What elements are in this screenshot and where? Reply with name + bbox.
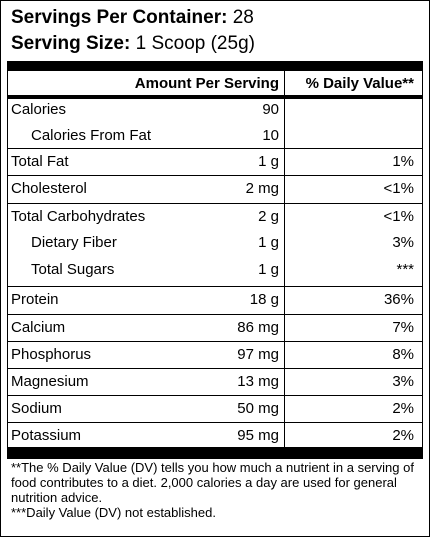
nutrient-daily-value: 2% (392, 400, 414, 417)
not-established-footnote: ***Daily Value (DV) not established. (11, 505, 216, 520)
nutrient-daily-value: 3% (392, 234, 414, 251)
nutrient-name: Phosphorus (11, 346, 92, 363)
nutrient-name: Total Fat (11, 153, 69, 170)
table-row: Calcium 86 mg 7% (8, 314, 422, 341)
nutrient-amount: 1 g (258, 153, 279, 170)
nutrient-name: Calcium (11, 319, 66, 336)
servings-value: 28 (232, 7, 254, 28)
amount-column-divider (284, 71, 285, 447)
table-row: Calories 90 (8, 97, 422, 123)
serving-size-label: Serving Size: (11, 33, 131, 54)
nutrient-daily-value: 8% (392, 346, 414, 363)
table-row: Total Sugars 1 g *** (8, 257, 422, 283)
servings-label: Servings Per Container: (11, 7, 228, 28)
table-frame (7, 71, 423, 447)
nutrient-name: Protein (11, 291, 59, 308)
table-row: Protein 18 g 36% (8, 286, 422, 313)
table-row: Total Carbohydrates 2 g <1% (8, 203, 422, 230)
nutrient-daily-value: 36% (383, 291, 414, 308)
table-row: Potassium 95 mg 2% (8, 422, 422, 449)
daily-value-footnote: **The % Daily Value (DV) tells you how m… (11, 460, 414, 505)
serving-size-value: 1 Scoop (25g) (135, 33, 255, 54)
nutrient-name: Calories (11, 101, 67, 118)
top-thick-rule (7, 61, 423, 71)
table-row: Sodium 50 mg 2% (8, 395, 422, 422)
amount-per-serving-header: Amount Per Serving (134, 75, 279, 92)
daily-value-header: % Daily Value** (305, 75, 414, 92)
nutrient-amount: 2 mg (245, 180, 279, 197)
nutrient-amount: 13 mg (237, 373, 279, 390)
nutrient-amount: 86 mg (237, 319, 279, 336)
nutrient-amount: 1 g (258, 234, 279, 251)
serving-size: Serving Size: 1 Scoop (25g) (11, 33, 255, 55)
nutrient-amount: 10 (262, 127, 279, 144)
nutrient-name: Total Carbohydrates (11, 208, 146, 225)
nutrient-amount: 1 g (258, 261, 279, 278)
table-row: Calories From Fat 10 (8, 123, 422, 149)
nutrient-amount: 97 mg (237, 346, 279, 363)
nutrient-name: Dietary Fiber (31, 234, 117, 251)
nutrient-amount: 2 g (258, 208, 279, 225)
table-row: Total Fat 1 g 1% (8, 148, 422, 175)
table-row: Cholesterol 2 mg <1% (8, 175, 422, 202)
nutrient-daily-value: 2% (392, 427, 414, 444)
servings-per-container: Servings Per Container: 28 (11, 7, 254, 29)
nutrient-amount: 50 mg (237, 400, 279, 417)
nutrient-amount: 95 mg (237, 427, 279, 444)
footnotes: **The % Daily Value (DV) tells you how m… (11, 460, 421, 520)
nutrient-name: Cholesterol (11, 180, 87, 197)
table-row: Dietary Fiber 1 g 3% (8, 230, 422, 256)
nutrient-name: Calories From Fat (31, 127, 152, 144)
nutrient-daily-value: 7% (392, 319, 414, 336)
nutrient-daily-value: <1% (383, 208, 414, 225)
bottom-thick-rule (7, 447, 423, 459)
nutrient-amount: 18 g (249, 291, 279, 308)
nutrient-name: Total Sugars (31, 261, 115, 278)
nutrient-daily-value: 1% (392, 153, 414, 170)
nutrient-daily-value: <1% (383, 180, 414, 197)
table-row: Phosphorus 97 mg 8% (8, 341, 422, 368)
nutrient-name: Potassium (11, 427, 82, 444)
table-row: Magnesium 13 mg 3% (8, 368, 422, 395)
nutrient-name: Magnesium (11, 373, 89, 390)
header-rule (7, 95, 423, 99)
nutrient-daily-value: *** (396, 261, 414, 278)
nutrient-amount: 90 (262, 101, 279, 118)
nutrient-name: Sodium (11, 400, 62, 417)
nutrient-daily-value: 3% (392, 373, 414, 390)
